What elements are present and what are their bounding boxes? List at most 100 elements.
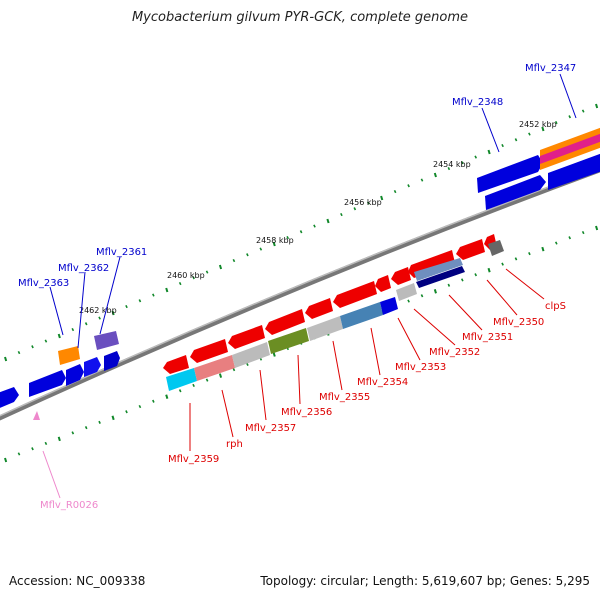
tick-mark [595, 225, 599, 231]
gene-arrow[interactable] [333, 281, 377, 308]
tick-mark [84, 426, 88, 430]
tick-mark [205, 378, 209, 382]
gene-arrow[interactable] [548, 152, 600, 190]
tick-mark [581, 109, 585, 113]
rna-marker[interactable] [33, 411, 40, 420]
gene-arrow[interactable] [268, 328, 309, 354]
gene-arrow[interactable] [396, 283, 417, 301]
gene-label-mflv-2353[interactable]: Mflv_2353 [395, 362, 446, 373]
gene-arrow[interactable] [163, 355, 189, 374]
gene-arrow[interactable] [265, 309, 305, 335]
genome-summary-text: Topology: circular; Length: 5,619,607 bp… [260, 574, 590, 588]
tick-mark [111, 310, 115, 316]
gene-arrow[interactable] [84, 357, 101, 377]
tick-mark [246, 253, 249, 257]
gene-label-rph[interactable]: rph [226, 439, 243, 450]
tick-mark [460, 161, 464, 165]
gene-arrow[interactable] [104, 351, 120, 371]
gene-label-mflv-2351[interactable]: Mflv_2351 [462, 332, 513, 343]
kbp-tick-label: 2454 kbp [433, 160, 471, 169]
gene-label-mflv-2347[interactable]: Mflv_2347 [525, 63, 576, 74]
gene-label-mflv-2348[interactable]: Mflv_2348 [452, 97, 503, 108]
tick-mark [541, 126, 545, 132]
tick-mark [407, 299, 410, 303]
tick-mark [501, 262, 504, 266]
tick-mark [541, 246, 545, 252]
tick-mark [178, 389, 182, 393]
tick-mark [433, 172, 437, 178]
tick-mark [474, 273, 478, 277]
tick-mark [299, 230, 303, 234]
gene-arrow[interactable] [414, 258, 463, 281]
tick-mark [111, 415, 115, 421]
gene-arrow[interactable] [228, 325, 265, 349]
gene-arrow[interactable] [540, 132, 600, 164]
tick-mark [4, 457, 8, 463]
gene-arrow[interactable] [485, 175, 546, 210]
gene-arrow[interactable] [380, 297, 398, 315]
gene-arrow[interactable] [305, 298, 333, 319]
gene-arrow[interactable] [488, 240, 504, 256]
tick-mark [460, 278, 464, 282]
tick-mark [420, 294, 424, 298]
tick-mark [152, 399, 155, 403]
gene-arrow[interactable] [94, 331, 119, 350]
tick-mark [447, 166, 451, 171]
tick-mark [125, 304, 128, 309]
tick-mark [474, 155, 478, 159]
gene-label-mflv-r0026[interactable]: Mflv_R0026 [40, 500, 98, 511]
gene-label-mflv-2362[interactable]: Mflv_2362 [58, 263, 109, 274]
tick-mark [514, 257, 518, 261]
gene-arrow[interactable] [375, 275, 391, 292]
gene-arrow[interactable] [190, 339, 228, 363]
gene-label-mflv-2355[interactable]: Mflv_2355 [319, 392, 370, 403]
tick-mark [84, 322, 88, 326]
tick-mark [501, 143, 504, 148]
kbp-tick-label: 2452 kbp [519, 120, 557, 129]
tick-mark [152, 293, 155, 297]
gene-leader-lines [42, 73, 577, 499]
tick-mark [192, 383, 195, 388]
gene-arrow[interactable] [194, 355, 235, 381]
tick-mark [554, 241, 558, 245]
tick-mark [138, 404, 142, 409]
gene-arrow[interactable] [66, 364, 84, 386]
tick-mark [44, 441, 48, 446]
gene-label-mflv-2352[interactable]: Mflv_2352 [429, 347, 480, 358]
gene-arrow[interactable] [456, 239, 485, 260]
gene-arrow[interactable] [0, 387, 19, 410]
tick-mark [57, 436, 61, 442]
gene-label-mflv-2350[interactable]: Mflv_2350 [493, 317, 544, 328]
gene-label-clps[interactable]: clpS [545, 301, 566, 312]
gene-arrow[interactable] [416, 266, 465, 288]
gene-labels-forward: Mflv_2347 Mflv_2348 Mflv_2361 Mflv_2362 … [18, 63, 576, 289]
gene-arrow[interactable] [307, 316, 343, 341]
tick-mark [178, 281, 182, 286]
tick-mark [125, 410, 128, 414]
gene-arrow[interactable] [477, 155, 543, 193]
gene-label-mflv-2357[interactable]: Mflv_2357 [245, 423, 296, 434]
gene-label-mflv-2354[interactable]: Mflv_2354 [357, 377, 408, 388]
map-title: Mycobacterium gilvum PYR-GCK, complete g… [131, 10, 469, 25]
tick-mark [31, 447, 34, 451]
tick-mark [554, 120, 558, 125]
tick-mark [407, 184, 410, 188]
tick-mark [165, 287, 169, 293]
tick-mark [205, 270, 209, 274]
gene-label-mflv-2361[interactable]: Mflv_2361 [96, 247, 147, 258]
gene-arrow[interactable] [29, 370, 66, 397]
gene-labels-reverse: clpS Mflv_2350 Mflv_2351 Mflv_2352 Mflv_… [168, 301, 566, 465]
gene-arrow[interactable] [166, 368, 197, 391]
tick-mark [138, 299, 142, 303]
gene-label-mflv-2359[interactable]: Mflv_2359 [168, 454, 219, 465]
gene-arrow[interactable] [58, 346, 80, 365]
gene-label-mflv-2363[interactable]: Mflv_2363 [18, 278, 69, 289]
tick-mark [71, 327, 75, 332]
gene-arrow[interactable] [391, 267, 411, 285]
gene-arrow[interactable] [340, 302, 383, 329]
gene-label-mflv-2356[interactable]: Mflv_2356 [281, 407, 332, 418]
tick-mark [17, 452, 21, 456]
tick-mark [286, 235, 290, 240]
tick-mark [568, 115, 572, 119]
gene-arrow[interactable] [232, 342, 270, 368]
